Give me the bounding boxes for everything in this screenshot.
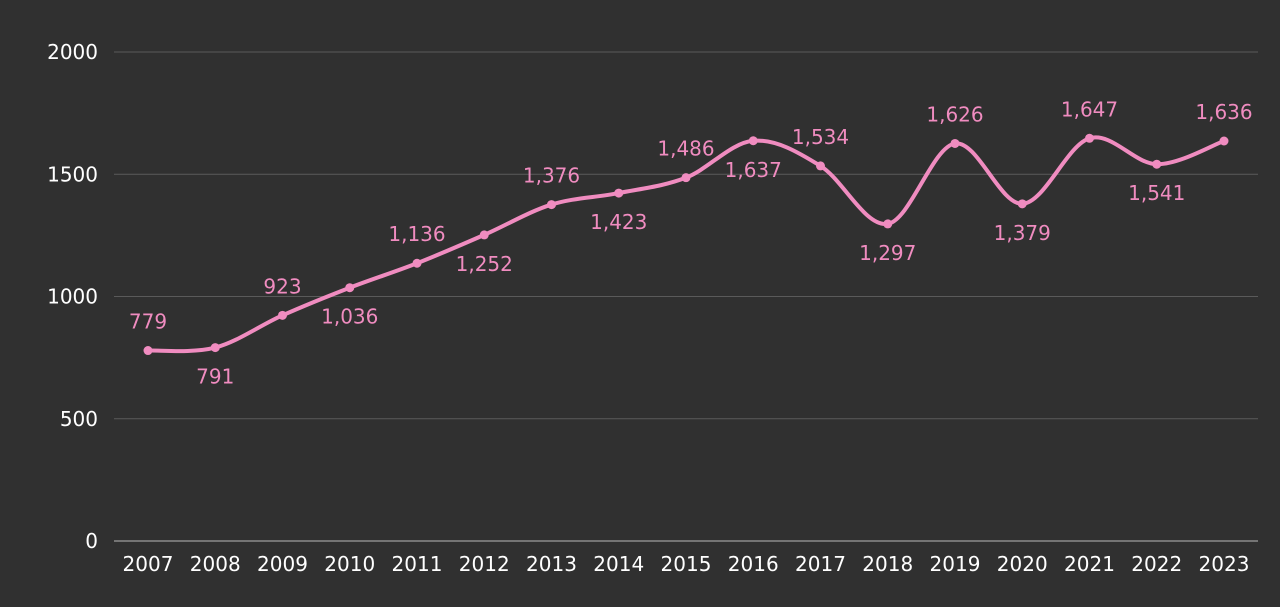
data-point (479, 230, 489, 240)
data-label: 1,534 (792, 125, 849, 149)
y-tick-label: 1000 (47, 285, 98, 309)
series-layer (146, 135, 1226, 354)
data-point (547, 200, 556, 210)
data-label: 791 (196, 365, 234, 389)
x-tick-label: 2013 (526, 552, 577, 576)
data-label: 923 (263, 274, 301, 298)
x-tick-label: 2021 (1064, 552, 1115, 576)
x-tick-label: 2010 (324, 552, 375, 576)
data-point (1152, 159, 1162, 169)
y-tick-label: 500 (60, 407, 98, 431)
data-label: 1,379 (994, 221, 1051, 245)
data-label: 1,036 (321, 305, 378, 329)
x-tick-label: 2023 (1199, 552, 1250, 576)
x-tick-label: 2016 (728, 552, 779, 576)
data-label: 1,376 (523, 164, 580, 188)
data-label: 1,486 (657, 137, 714, 161)
data-point (748, 136, 758, 146)
data-point (1017, 199, 1027, 209)
x-tick-label: 2022 (1131, 552, 1182, 576)
x-tick-label: 2007 (123, 552, 174, 576)
y-tick-label: 2000 (47, 40, 98, 64)
data-point (412, 258, 422, 268)
x-axis-ticks: 2007 2008 2009 2010 2011 2012 2013 2014 2015 2016… (123, 552, 1250, 576)
data-point (1219, 136, 1229, 146)
x-tick-label: 2017 (795, 552, 846, 576)
data-label: 779 (129, 310, 167, 334)
data-label: 1,637 (725, 158, 782, 182)
x-tick-label: 2012 (459, 552, 510, 576)
data-point (816, 161, 825, 171)
x-tick-label: 2008 (190, 552, 241, 576)
data-points (143, 133, 1229, 356)
data-labels: 779 791 923 1,036 1,136 1,252 1,376 1,423 1,486 1… (129, 97, 1253, 388)
data-label: 1,252 (456, 252, 513, 276)
data-point (883, 219, 893, 229)
data-point (345, 283, 355, 293)
y-tick-label: 0 (85, 529, 98, 553)
data-label: 1,136 (388, 222, 445, 246)
data-point (614, 188, 624, 198)
x-tick-label: 2015 (661, 552, 712, 576)
data-label: 1,626 (926, 102, 983, 126)
data-point (1085, 133, 1094, 143)
data-label: 1,297 (859, 241, 916, 265)
data-label: 1,423 (590, 210, 647, 234)
data-label: 1,541 (1128, 181, 1185, 205)
data-point (950, 138, 960, 148)
series-line (146, 135, 1226, 354)
y-tick-label: 1500 (47, 162, 98, 186)
x-tick-label: 2020 (997, 552, 1048, 576)
x-tick-label: 2011 (392, 552, 443, 576)
data-point (210, 343, 220, 353)
data-label: 1,636 (1195, 100, 1252, 124)
data-label: 1,647 (1061, 97, 1118, 121)
y-axis-ticks: 0 500 1000 1500 2000 (47, 40, 98, 553)
data-point (278, 310, 287, 320)
x-tick-label: 2014 (593, 552, 644, 576)
x-tick-label: 2009 (257, 552, 308, 576)
x-tick-label: 2018 (862, 552, 913, 576)
data-point (143, 346, 153, 356)
x-tick-label: 2019 (930, 552, 981, 576)
data-point (681, 173, 691, 183)
